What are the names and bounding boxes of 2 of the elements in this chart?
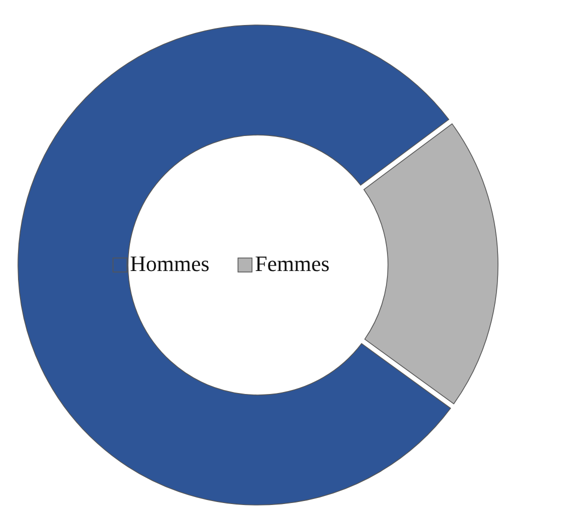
legend-label: Femmes bbox=[255, 251, 330, 276]
legend-label: Hommes bbox=[130, 251, 210, 276]
